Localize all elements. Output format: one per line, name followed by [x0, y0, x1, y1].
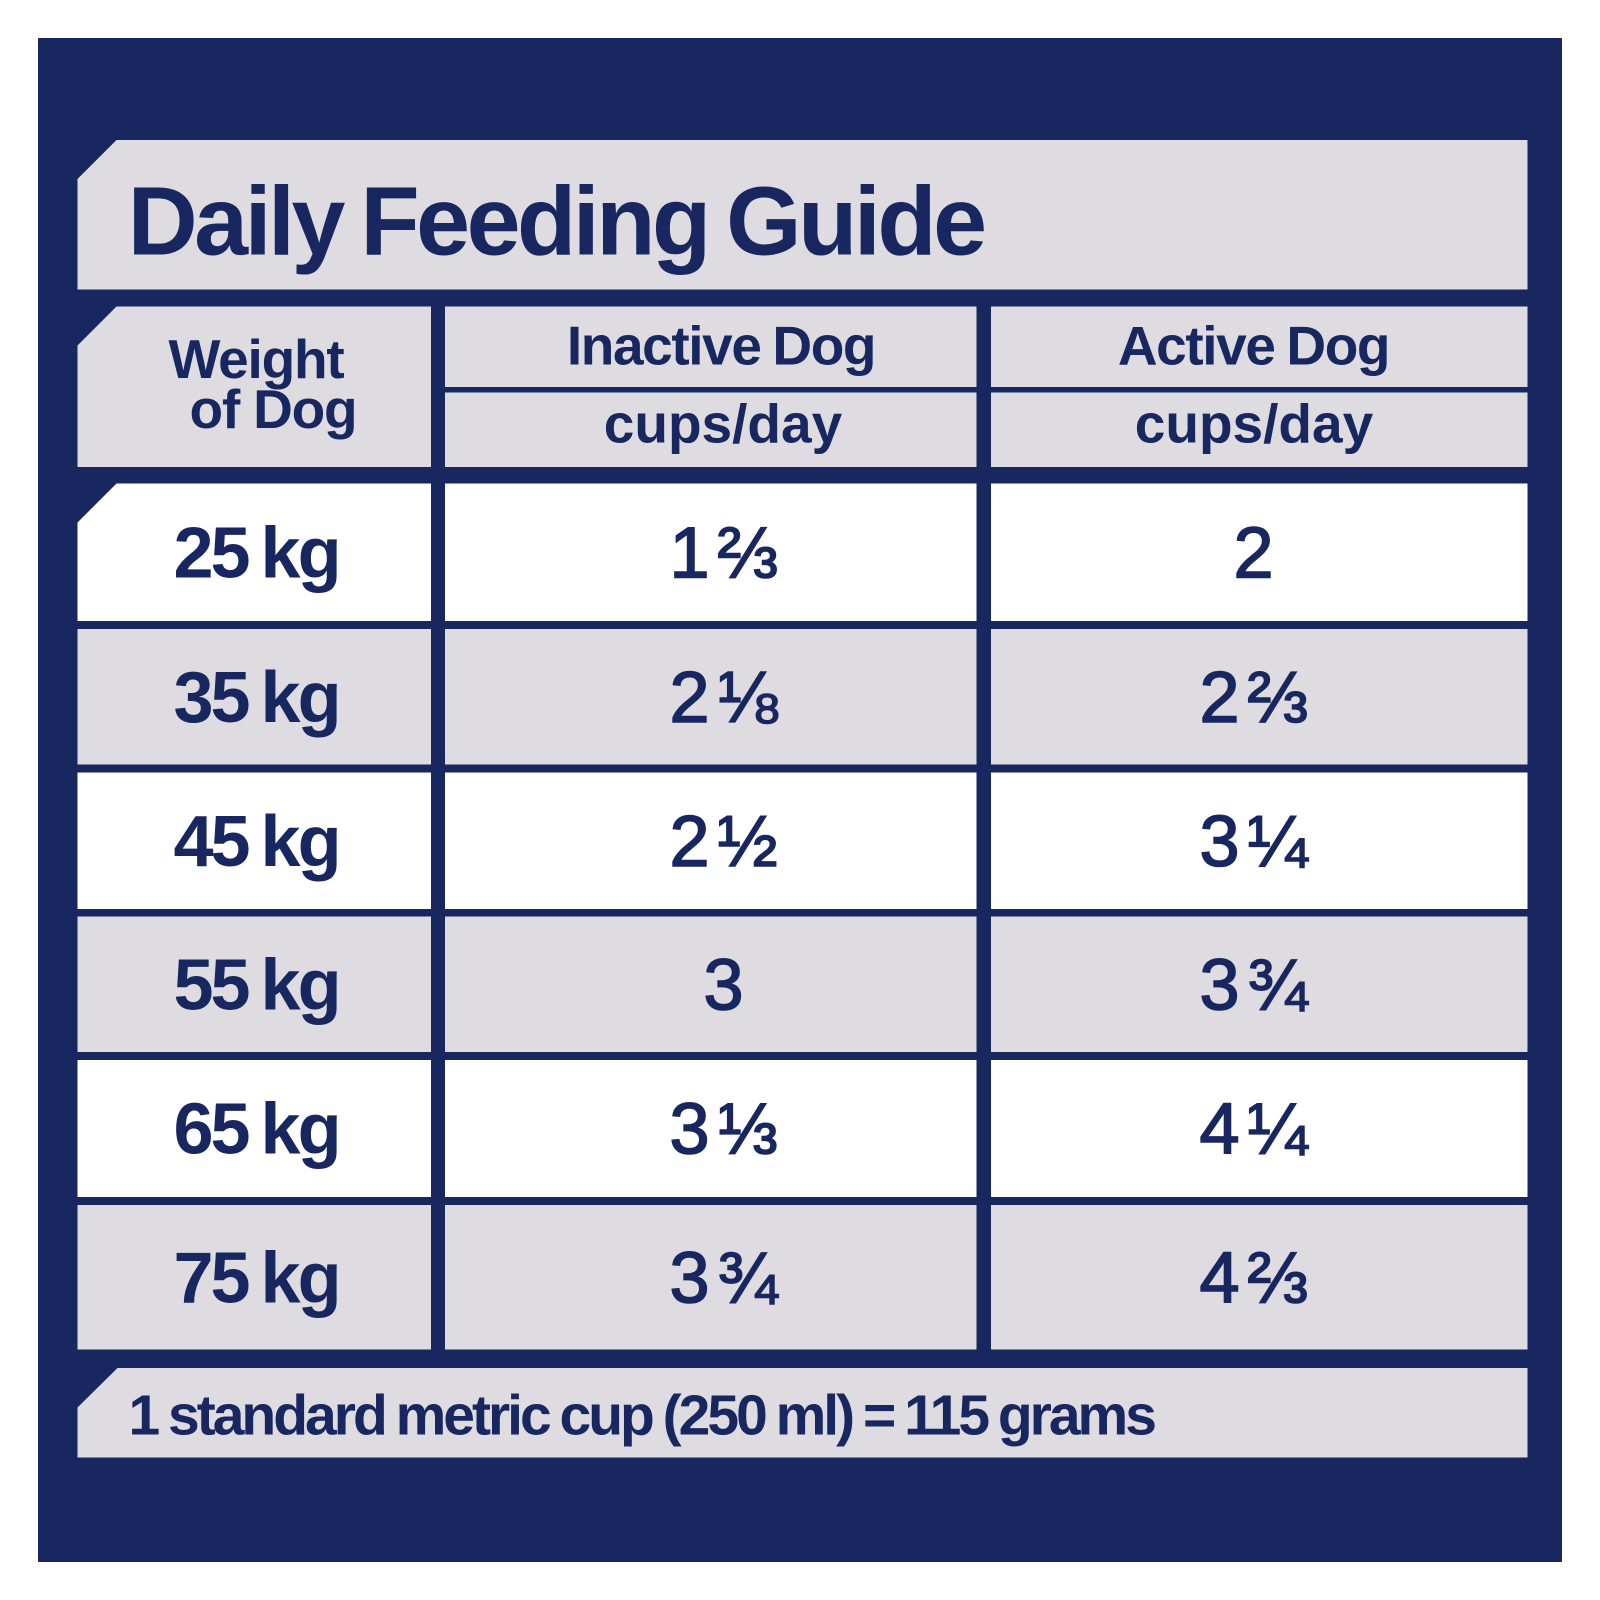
svg-text:3 ⅓: 3 ⅓ — [669, 1090, 776, 1170]
svg-text:2 ⅛: 2 ⅛ — [669, 658, 778, 738]
svg-text:1 standard metric cup (250 ml): 1 standard metric cup (250 ml) = 115 gra… — [129, 1383, 1156, 1447]
svg-text:25 kg: 25 kg — [173, 513, 338, 593]
svg-text:45 kg: 45 kg — [173, 802, 338, 882]
svg-text:4 ¼: 4 ¼ — [1199, 1090, 1308, 1170]
svg-text:3: 3 — [703, 945, 740, 1025]
svg-text:35 kg: 35 kg — [173, 658, 338, 738]
svg-text:1 ⅔: 1 ⅔ — [669, 513, 776, 593]
svg-text:65 kg: 65 kg — [173, 1090, 338, 1170]
svg-text:4 ⅔: 4 ⅔ — [1199, 1238, 1306, 1318]
svg-text:cups/day: cups/day — [604, 393, 843, 455]
svg-text:Inactive Dog: Inactive Dog — [567, 315, 875, 377]
svg-text:Daily Feeding Guide: Daily Feeding Guide — [128, 167, 984, 276]
svg-text:Active Dog: Active Dog — [1118, 315, 1389, 377]
svg-text:3 ¾: 3 ¾ — [669, 1238, 778, 1318]
svg-text:3 ¾: 3 ¾ — [1199, 945, 1308, 1025]
svg-text:75 kg: 75 kg — [173, 1238, 338, 1318]
svg-text:2 ⅔: 2 ⅔ — [1199, 658, 1306, 738]
svg-text:2: 2 — [1233, 513, 1270, 593]
svg-text:of Dog: of Dog — [190, 378, 357, 440]
svg-text:2 ½: 2 ½ — [669, 802, 776, 882]
svg-text:55 kg: 55 kg — [173, 945, 338, 1025]
svg-text:3 ¼: 3 ¼ — [1199, 802, 1308, 882]
svg-text:cups/day: cups/day — [1135, 393, 1374, 455]
svg-text:Weight: Weight — [168, 328, 344, 390]
